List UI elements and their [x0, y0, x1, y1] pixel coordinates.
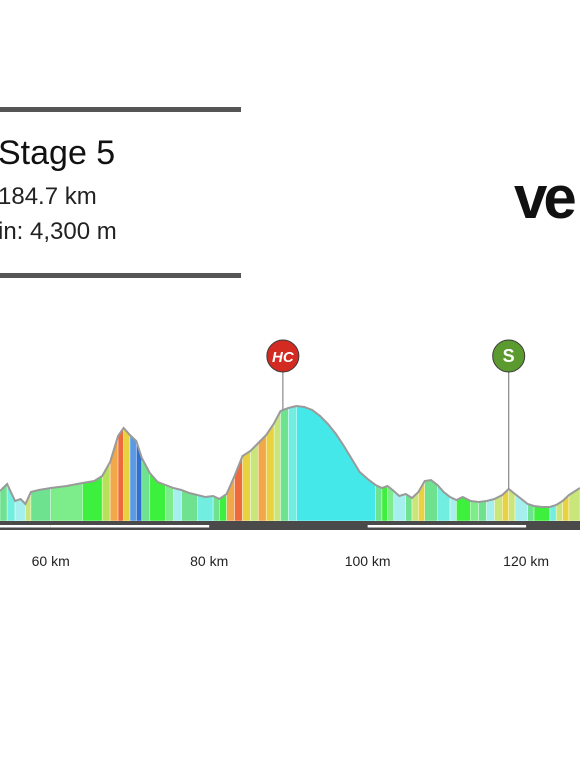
gradient-band — [149, 406, 166, 521]
gradient-band — [568, 406, 580, 521]
marker-label: S — [503, 346, 515, 366]
gradient-band — [533, 406, 551, 521]
gradient-band — [411, 406, 419, 521]
gradient-band — [296, 406, 376, 521]
profile-markers: HC S — [266, 339, 526, 489]
gradient-band — [470, 406, 479, 521]
gradient-band — [424, 406, 438, 521]
gradient-band — [226, 406, 235, 521]
gradient-band — [242, 406, 251, 521]
distance-bar-segment — [367, 525, 527, 528]
marker-label: HC — [272, 349, 295, 366]
gradient-band — [0, 406, 8, 521]
gradient-band — [165, 406, 174, 521]
gradient-band — [129, 406, 137, 521]
distance-bar — [0, 521, 580, 530]
marker-badge — [492, 339, 526, 373]
distance-axis: 60 km 80 km 100 km 120 km — [0, 521, 580, 569]
gradient-band — [101, 406, 111, 521]
x-tick-label: 60 km — [32, 553, 70, 569]
gradient-band — [181, 406, 198, 521]
gradient-band — [387, 406, 395, 521]
profile-outline — [0, 404, 580, 508]
gradient-band — [234, 406, 243, 521]
gradient-band — [173, 406, 182, 521]
stage-distance: 184.7 km — [0, 183, 97, 210]
gradient-band — [258, 406, 267, 521]
x-tick-label: 100 km — [345, 553, 391, 569]
gradient-band — [375, 406, 383, 521]
gradient-band — [393, 406, 406, 521]
gradient-band — [494, 406, 503, 521]
gradient-band — [273, 406, 281, 521]
gradient-band — [212, 406, 220, 521]
gradient-band — [50, 406, 83, 521]
header-bottom-rule — [0, 273, 241, 278]
gradient-band — [30, 406, 52, 521]
brand-logo: ve — [514, 164, 577, 231]
header-top-rule — [0, 107, 241, 112]
gradient-band — [478, 406, 487, 521]
stage-elevation-gain: in: 4,300 m — [0, 218, 117, 245]
gradient-band — [555, 406, 563, 521]
gradient-band — [405, 406, 413, 521]
gradient-band — [82, 406, 103, 521]
gradient-band — [141, 406, 151, 521]
gradient-band — [265, 406, 275, 521]
gradient-band — [502, 406, 509, 521]
gradient-band — [280, 406, 289, 521]
gradient-band — [123, 406, 131, 521]
gradient-band — [219, 406, 227, 521]
distance-bar-segment — [0, 525, 51, 528]
stage-title: Stage 5 — [0, 134, 116, 172]
x-tick-label: 120 km — [503, 553, 549, 569]
gradient-band — [117, 406, 124, 521]
distance-bar-segment — [50, 525, 210, 528]
x-tick-label: 80 km — [190, 553, 228, 569]
gradient-band — [288, 406, 297, 521]
gradient-band — [549, 406, 557, 521]
gradient-band — [508, 406, 516, 521]
gradient-band — [381, 406, 388, 521]
marker-badge — [266, 339, 300, 373]
gradient-band — [437, 406, 451, 521]
gradient-band — [418, 406, 425, 521]
gradient-band — [196, 406, 214, 521]
gradient-band — [527, 406, 535, 521]
